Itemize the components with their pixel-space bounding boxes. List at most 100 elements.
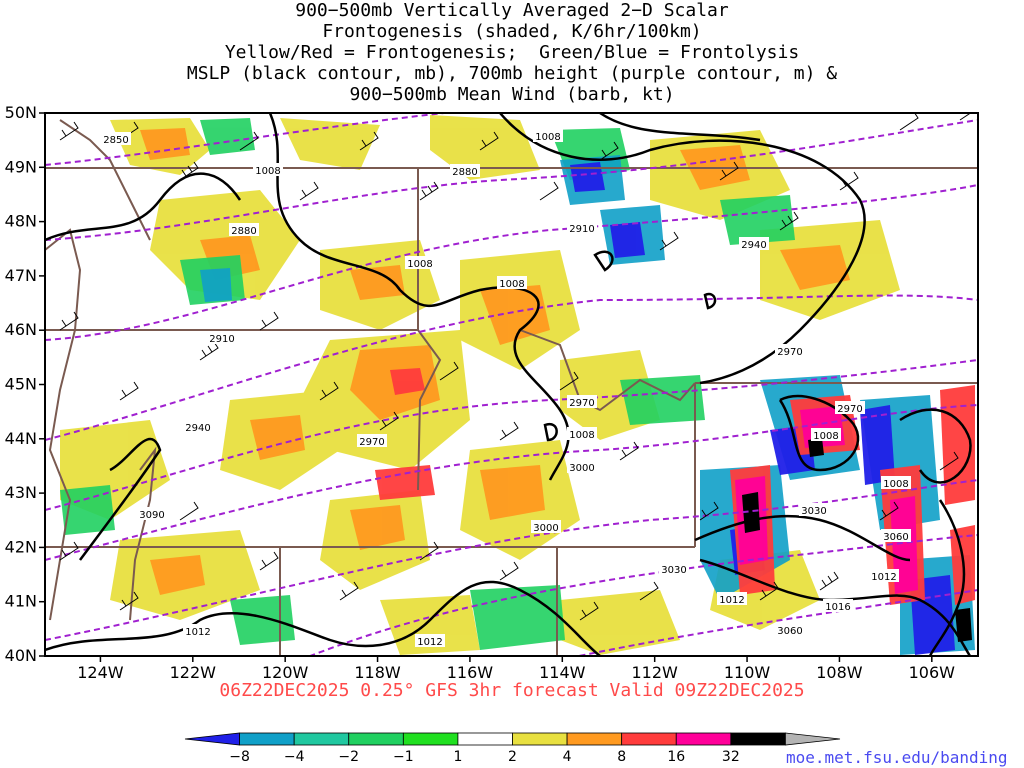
mslp-contour-label: 1008 [883,479,908,490]
height-contour-label-bg [775,344,805,357]
colorbar-swatch [621,732,677,746]
lat-tick-label: 43N [5,483,37,502]
height-contour-label: 2880 [452,167,477,178]
colorbar-swatch [184,732,240,746]
lon-tick-label: 122W [170,663,217,682]
height-contour-label: 3090 [139,510,164,521]
title-line-1: 900−500mb Vertically Averaged 2−D Scalar [295,0,729,21]
mslp-contour-label: 1008 [499,279,524,290]
colorbar-swatch [348,732,404,746]
colorbar: −8 −4 −2 −1 1 2 4 8 16 32 [184,732,841,765]
colorbar-swatch [293,732,350,746]
colorbar-swatch [566,732,623,746]
height-contour-label-bg [207,331,237,344]
colorbar-label: −8 [229,749,250,765]
height-contour-label: 3000 [533,523,558,534]
height-contour-label-bg [137,507,167,520]
colorbar-label: −4 [284,749,305,765]
colorbar-label: 1 [453,749,462,765]
mslp-contour-label: 1008 [407,259,432,270]
mslp-contour-label-bg [183,624,213,637]
height-contour-label-bg [357,434,387,447]
colorbar-label: 4 [563,749,572,765]
height-contour-label-bg [775,623,805,636]
height-contour-label: 3030 [661,565,686,576]
lon-tick-label: 114W [539,663,586,682]
height-contour-label-bg [183,420,213,433]
height-contour-label-bg [101,132,131,145]
title-line-5: 900−500mb Mean Wind (barb, kt) [349,84,675,105]
height-contour-label-bg [567,395,597,408]
mslp-contour-label: 1008 [569,430,594,441]
mslp-contour-label-bg [567,427,597,440]
colorbar-swatch [239,732,295,746]
mslp-contour-label-bg [717,592,747,605]
height-contour-label: 2880 [231,226,256,237]
mslp-contour-label-bg [415,634,445,647]
height-contour-label-bg [739,237,769,250]
lat-tick-label: 40N [5,646,37,665]
height-contour-label: 2970 [359,437,384,448]
height-contour-label: 2940 [741,240,766,251]
lon-tick-label: 116W [447,663,494,682]
mslp-contour-label-bg [811,428,841,441]
title-line-2: Frontogenesis (shaded, K/6hr/100km) [322,21,702,42]
height-contour-label-bg [835,401,865,414]
height-contour-label: 2970 [569,398,594,409]
lat-tick-label: 48N [5,212,37,231]
height-contour-label: 2910 [209,334,234,345]
mslp-contour-label: 1012 [417,637,442,648]
lat-tick-label: 46N [5,320,37,339]
colorbar-swatch [785,732,841,746]
mslp-contour-label-bg [869,569,899,582]
colorbar-label: 8 [617,749,626,765]
height-contour-label: 2940 [185,423,210,434]
wind-barbs [59,113,972,621]
lat-tick-label: 50N [5,103,37,122]
valid-time-text: 06Z22DEC2025 0.25° GFS 3hr forecast Vali… [219,680,805,701]
colorbar-label: 32 [722,749,740,765]
mslp-contour-label-bg [497,276,527,289]
lon-tick-label: 124W [77,663,124,682]
mslp-contour-label-bg [533,129,563,142]
colorbar-swatch [402,732,459,746]
latitude-axis: 50N 49N 48N 47N 46N 45N 44N 43N 42N 41N 40N [5,103,45,665]
colorbar-swatch [730,732,786,746]
height-contour-label: 3060 [777,626,802,637]
lon-tick-label: 112W [632,663,679,682]
mslp-contour-label: 1008 [813,431,838,442]
colorbar-swatch [457,732,513,746]
height-contour-label-bg [659,562,689,575]
lat-tick-label: 49N [5,157,37,176]
height-contour-label-bg [531,520,561,533]
mslp-contour-label: 1016 [825,602,850,613]
mslp-contour-label-bg [881,476,911,489]
map-title: 900−500mb Vertically Averaged 2−D Scalar… [0,0,1024,105]
colorbar-label: 2 [508,749,517,765]
contour-labels: 1008 1008 1008 1008 1008 1008 1008 1012 1012 1012… [101,129,911,648]
lat-tick-label: 41N [5,592,37,611]
height-contour-label-bg [450,164,480,177]
height-contour-label: 3000 [569,463,594,474]
mslp-contour-label: 1008 [535,132,560,143]
lat-tick-label: 44N [5,429,37,448]
title-line-4: MSLP (black contour, mb), 700mb height (… [186,63,838,84]
mslp-contour-label: 1012 [719,595,744,606]
frontogenesis-shading [60,115,975,655]
height-contour-label: 3030 [801,506,826,517]
height-contour-label: 2910 [569,224,594,235]
lon-tick-label: 108W [816,663,863,682]
title-line-3: Yellow/Red = Frontogenesis; Green/Blue =… [224,42,800,63]
height-contour-label: 3060 [883,532,908,543]
mslp-contour-label: 1012 [871,572,896,583]
height-contour-label: 2970 [837,404,862,415]
lon-tick-label: 118W [354,663,401,682]
mslp-contour-label-bg [823,599,853,612]
height-contour-label-bg [799,503,829,516]
longitude-axis: 124W 122W 120W 118W 116W 114W 112W 110W 108W 106W [77,656,955,682]
height-contour-label: 2970 [777,347,802,358]
height-contour-label-bg [229,223,259,236]
colorbar-swatch [512,732,568,746]
political-borders [45,119,978,656]
height-contour-label: 2850 [103,135,128,146]
